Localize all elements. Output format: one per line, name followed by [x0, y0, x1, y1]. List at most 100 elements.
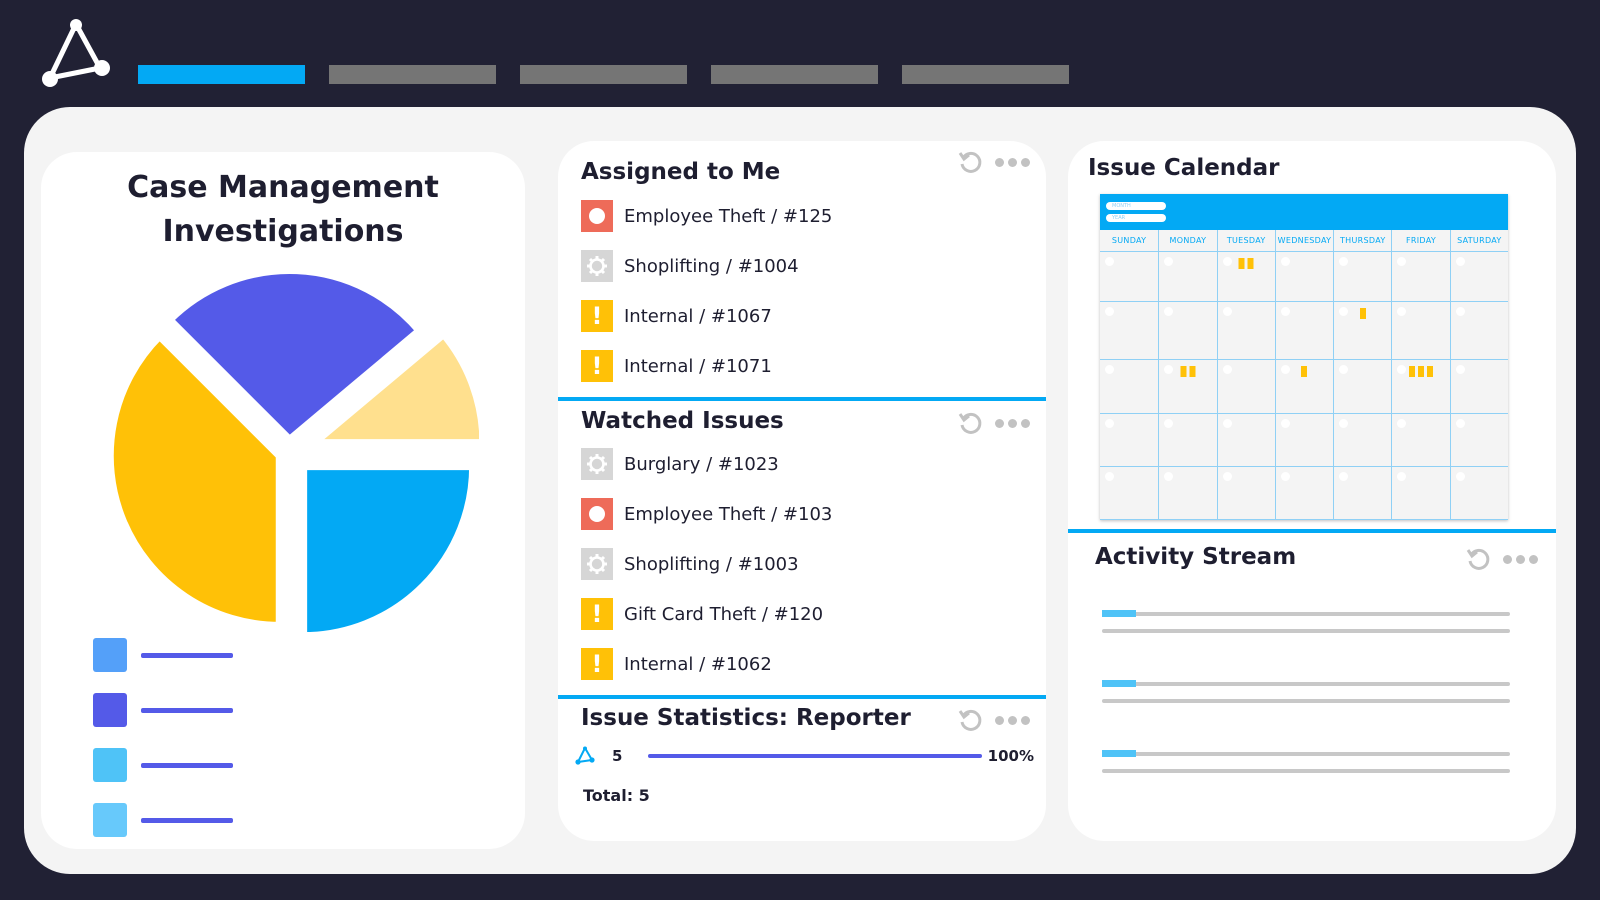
calendar-event-marker[interactable] [1180, 366, 1187, 377]
calendar-day-cell[interactable] [1391, 302, 1450, 360]
issue-item[interactable]: Burglary / #1023 [581, 447, 832, 481]
issue-item[interactable]: Employee Theft / #125 [581, 199, 832, 233]
warning-icon: ! [581, 648, 613, 680]
calendar-day-cell[interactable] [1333, 302, 1392, 360]
issue-item[interactable]: ! Internal / #1071 [581, 349, 832, 383]
calendar-event-marker[interactable] [1238, 258, 1245, 269]
calendar-day-cell[interactable] [1391, 467, 1450, 520]
issue-item[interactable]: Employee Theft / #103 [581, 497, 832, 531]
refresh-icon[interactable] [957, 149, 983, 175]
calendar-day-cell[interactable] [1158, 360, 1217, 414]
more-options-icon[interactable] [995, 154, 1030, 171]
calendar-day-cell[interactable] [1158, 252, 1217, 302]
calendar-day-cell[interactable] [1274, 414, 1334, 467]
calendar-day-cell[interactable] [1100, 360, 1159, 414]
calendar-day-cell[interactable] [1100, 414, 1159, 467]
calendar-day-cell[interactable] [1449, 302, 1508, 360]
calendar-day-cell[interactable] [1216, 302, 1275, 360]
issue-label: Employee Theft / #125 [624, 205, 833, 227]
activity-item[interactable] [1102, 750, 1510, 773]
day-marker [1164, 257, 1174, 266]
nav-tab-1[interactable] [138, 65, 305, 84]
day-marker [1455, 257, 1465, 266]
refresh-icon[interactable] [957, 410, 983, 436]
day-marker [1455, 365, 1465, 374]
issue-item[interactable]: ! Internal / #1067 [581, 299, 832, 333]
calendar-day-cell[interactable] [1100, 302, 1159, 360]
case-title-line1: Case Management [127, 170, 439, 205]
day-marker [1105, 472, 1114, 481]
issue-item[interactable]: Shoplifting / #1003 [581, 547, 832, 581]
calendar-day-cell[interactable] [1216, 360, 1275, 414]
calendar-event-marker[interactable] [1189, 366, 1196, 377]
gear-icon [581, 250, 613, 282]
calendar-event-marker[interactable] [1301, 366, 1308, 377]
calendar-day-cell[interactable] [1274, 302, 1334, 360]
calendar-day-cell[interactable] [1274, 360, 1334, 414]
pie-slice-yellow[interactable] [105, 331, 284, 630]
calendar-day-cell[interactable] [1158, 302, 1217, 360]
calendar-day-cell[interactable] [1274, 252, 1334, 302]
calendar-day-cell[interactable] [1216, 252, 1275, 302]
activity-line [1102, 629, 1510, 633]
nav-tab-3[interactable] [520, 65, 687, 84]
more-options-icon[interactable] [995, 415, 1030, 432]
calendar-event-marker[interactable] [1427, 366, 1434, 377]
priority-high-icon [581, 200, 613, 232]
year-select[interactable]: YEAR [1106, 214, 1166, 222]
calendar-day-cell[interactable] [1449, 414, 1508, 467]
refresh-icon[interactable] [957, 707, 983, 733]
calendar-day-cell[interactable] [1216, 414, 1275, 467]
activity-line [1102, 769, 1510, 773]
more-options-icon[interactable] [1503, 551, 1538, 568]
calendar-day-cell[interactable] [1449, 252, 1508, 302]
calendar-event-marker[interactable] [1359, 308, 1366, 319]
activity-line [1102, 750, 1510, 757]
day-marker [1280, 365, 1290, 374]
nav-tab-2[interactable] [329, 65, 496, 84]
legend-label-placeholder [141, 707, 233, 713]
app-logo-icon[interactable] [38, 18, 116, 92]
pie-slice-blue[interactable] [299, 462, 478, 632]
calendar-day-cell[interactable] [1333, 360, 1392, 414]
nav-tab-5[interactable] [902, 65, 1069, 84]
calendar-day-cell[interactable] [1158, 467, 1217, 520]
reporter-stats-row[interactable]: 5 100% [574, 746, 1034, 766]
calendar-event-marker[interactable] [1409, 366, 1416, 377]
reporter-avatar-icon [575, 746, 595, 765]
calendar-day-cell[interactable] [1100, 467, 1159, 520]
issue-item[interactable]: ! Gift Card Theft / #120 [581, 597, 832, 631]
top-navigation [138, 65, 1069, 84]
nav-tab-4[interactable] [711, 65, 878, 84]
activity-item[interactable] [1102, 680, 1510, 703]
activity-item[interactable] [1102, 610, 1510, 633]
more-options-icon[interactable] [995, 712, 1030, 729]
issue-item[interactable]: Shoplifting / #1004 [581, 249, 832, 283]
refresh-icon[interactable] [1465, 546, 1491, 572]
calendar-day-cell[interactable] [1333, 414, 1392, 467]
day-marker [1105, 307, 1114, 316]
calendar-day-cell[interactable] [1274, 467, 1334, 520]
issue-item[interactable]: ! Internal / #1062 [581, 647, 832, 681]
day-marker [1339, 307, 1349, 316]
calendar-day-cell[interactable] [1333, 467, 1392, 520]
pie-slice-light-yellow[interactable] [309, 329, 479, 448]
calendar-day-cell[interactable] [1158, 414, 1217, 467]
month-select[interactable]: MONTH [1106, 202, 1166, 210]
calendar-day-cell[interactable] [1216, 467, 1275, 520]
calendar-day-cell[interactable] [1449, 467, 1508, 520]
day-marker [1164, 419, 1174, 428]
calendar-header: MONTH YEAR [1100, 194, 1508, 230]
legend-item [93, 748, 233, 782]
day-marker [1105, 419, 1114, 428]
calendar-day-cell[interactable] [1449, 360, 1508, 414]
pie-slice-purple[interactable] [165, 272, 424, 445]
calendar-day-cell[interactable] [1333, 252, 1392, 302]
calendar-day-cell[interactable] [1100, 252, 1159, 302]
calendar-event-marker[interactable] [1247, 258, 1254, 269]
legend-label-placeholder [141, 652, 233, 658]
calendar-day-cell[interactable] [1391, 414, 1450, 467]
calendar-day-cell[interactable] [1391, 252, 1450, 302]
calendar-event-marker[interactable] [1418, 366, 1425, 377]
calendar-day-cell[interactable] [1391, 360, 1450, 414]
